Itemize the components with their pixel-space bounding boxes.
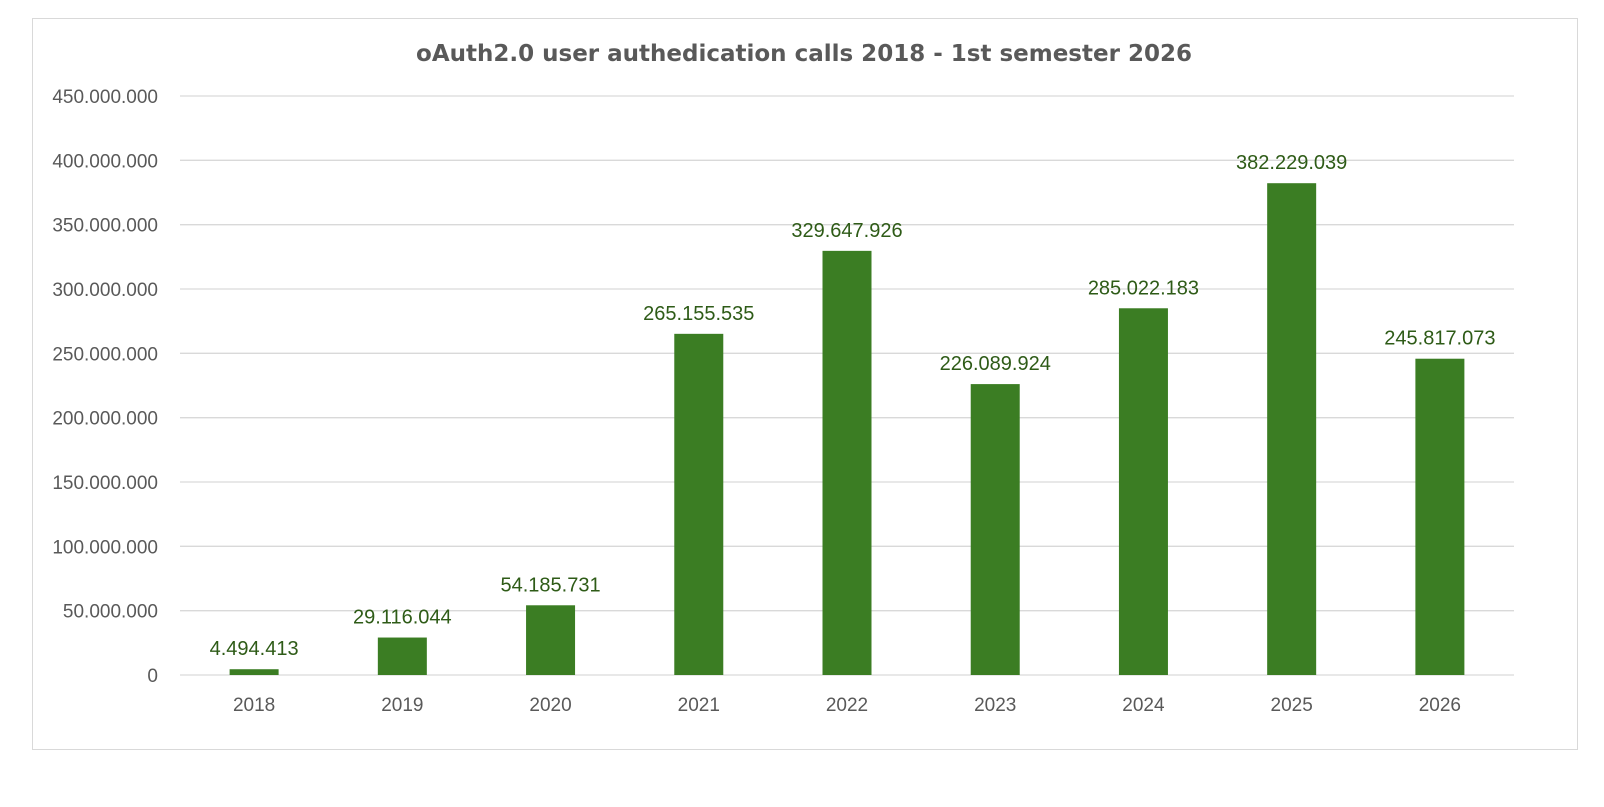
data-label-2018: 4.494.413 xyxy=(210,638,299,660)
y-tick-label: 200.000.000 xyxy=(52,409,158,430)
bar-2021 xyxy=(674,333,724,675)
x-tick-label: 2020 xyxy=(529,695,571,716)
x-tick-label: 2026 xyxy=(1419,695,1461,716)
bars xyxy=(229,183,1465,675)
data-label-2020: 54.185.731 xyxy=(501,574,601,596)
bar-2019 xyxy=(377,637,427,675)
x-tick-label: 2025 xyxy=(1271,695,1313,716)
data-label-2023: 226.089.924 xyxy=(940,353,1051,375)
data-labels: 4.494.413 29.116.044 54.185.731 265.155.535… xyxy=(210,152,1496,660)
x-tick-label: 2024 xyxy=(1122,695,1165,716)
y-tick-label: 450.000.000 xyxy=(52,87,158,108)
data-label-2026: 245.817.073 xyxy=(1384,328,1495,350)
x-tick-label: 2019 xyxy=(381,695,423,716)
bar-2018 xyxy=(229,669,279,675)
data-label-2021: 265.155.535 xyxy=(643,303,754,325)
x-tick-label: 2023 xyxy=(974,695,1016,716)
y-tick-label: 350.000.000 xyxy=(52,216,158,237)
y-tick-label: 100.000.000 xyxy=(52,537,158,558)
x-tick-label: 2021 xyxy=(678,695,720,716)
y-tick-label: 50.000.000 xyxy=(63,602,158,623)
y-axis: 0 50.000.000 100.000.000 150.000.000 200.000… xyxy=(52,87,158,687)
y-tick-label: 400.000.000 xyxy=(52,151,158,172)
x-axis: 2018 2019 2020 2021 2022 2023 2024 2025 2026 xyxy=(233,695,1461,716)
bar-2020 xyxy=(526,605,576,675)
bar-2023 xyxy=(970,384,1020,675)
bar-2022 xyxy=(822,250,872,675)
data-label-2022: 329.647.926 xyxy=(791,220,902,242)
chart-frame xyxy=(32,18,1578,750)
data-label-2024: 285.022.183 xyxy=(1088,277,1199,299)
bar-2024 xyxy=(1118,308,1168,675)
y-tick-label: 300.000.000 xyxy=(52,280,158,301)
data-label-2025: 382.229.039 xyxy=(1236,152,1347,174)
data-label-2019: 29.116.044 xyxy=(353,607,452,629)
x-tick-label: 2022 xyxy=(826,695,868,716)
chart-title: oAuth2.0 user authedication calls 2018 -… xyxy=(416,41,1192,67)
x-tick-label: 2018 xyxy=(233,695,275,716)
y-tick-label: 250.000.000 xyxy=(52,344,158,365)
y-tick-label: 150.000.000 xyxy=(52,473,158,494)
y-tick-label: 0 xyxy=(147,666,158,687)
bar-2025 xyxy=(1267,183,1317,675)
bar-2026 xyxy=(1415,358,1465,675)
